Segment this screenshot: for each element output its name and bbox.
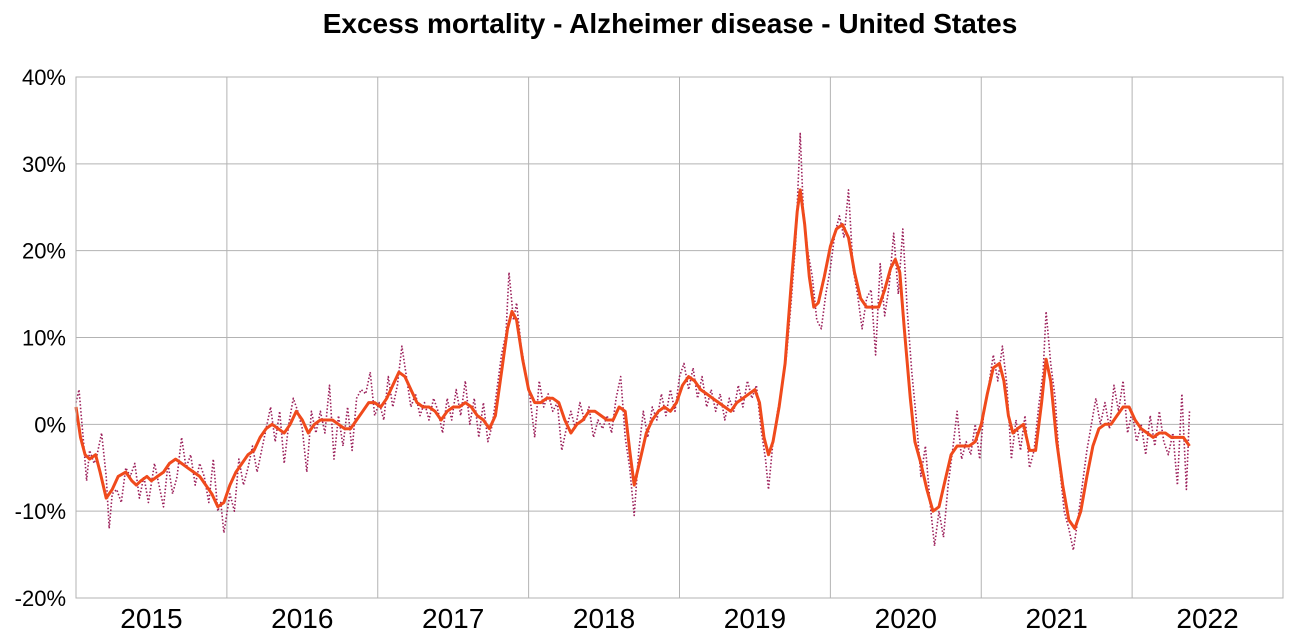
chart-title: Excess mortality - Alzheimer disease - U… <box>323 8 1018 39</box>
series-group <box>74 132 1191 551</box>
series-line-dotted <box>75 132 1191 551</box>
x-tick-label: 2021 <box>1026 603 1088 634</box>
plot-frame <box>75 76 1284 599</box>
x-tick-label: 2019 <box>724 603 786 634</box>
x-axis-ticks: 2015 2016 2017 2018 2019 2020 2021 2022 <box>120 603 1238 634</box>
y-axis-ticks: -20% -10% 0% 10% 20% 30% 40% <box>15 65 66 611</box>
y-tick-label: 30% <box>22 152 66 177</box>
grid <box>76 76 1283 599</box>
series-line-smoothed <box>74 188 1191 530</box>
x-tick-label: 2018 <box>573 603 635 634</box>
y-tick-label: 40% <box>22 65 66 90</box>
y-tick-label: 0% <box>34 412 66 437</box>
y-tick-label: 10% <box>22 326 66 351</box>
x-tick-label: 2015 <box>120 603 182 634</box>
x-tick-label: 2017 <box>422 603 484 634</box>
y-tick-label: -10% <box>15 499 66 524</box>
x-tick-label: 2016 <box>271 603 333 634</box>
y-tick-label: 20% <box>22 239 66 264</box>
x-tick-label: 2020 <box>875 603 937 634</box>
x-tick-label: 2022 <box>1176 603 1238 634</box>
y-tick-label: -20% <box>15 586 66 611</box>
